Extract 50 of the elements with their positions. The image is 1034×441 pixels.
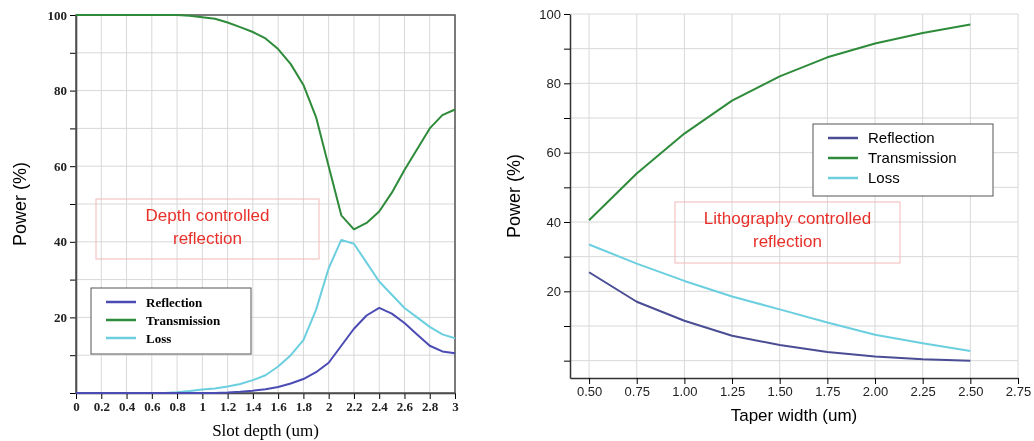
y-tick-label: 20 [54,310,67,326]
x-tick-label: 2.50 [958,384,984,400]
x-tick-label: 1.25 [719,384,746,400]
y-tick-label: 40 [546,214,561,230]
line-series [588,271,972,362]
line-series [75,14,456,231]
y-tick-label: 40 [54,234,67,250]
x-tick-label: 2.25 [910,384,936,400]
x-tick-label: 0.75 [624,384,650,400]
x-tick-label: 2.00 [862,384,889,400]
y-tick-label: 80 [546,75,561,91]
y-tick-label: 60 [546,145,561,161]
x-tick-label: 1.50 [767,384,793,400]
x-tick-label: 2.75 [1005,384,1032,400]
x-tick-label: 1.2 [219,399,237,415]
annotation: Depth controlled reflection [145,206,270,248]
x-tick-label: 2 [325,399,333,415]
x-tick-label: 2.4 [371,399,389,415]
x-tick-label: 1.6 [270,399,288,415]
y-axis-title: Power (%) [504,153,524,239]
x-tick-label: 2.8 [422,399,439,415]
x-tick-label: 2.2 [346,399,363,415]
x-tick-label: 0.2 [93,399,110,415]
x-tick-label: 0.6 [144,399,161,415]
legend-label: Reflection [146,295,204,310]
legend-label: Loss [868,169,900,186]
x-tick-label: 0.4 [118,399,136,415]
x-tick-label: 1.75 [815,384,841,400]
y-tick-label: 100 [47,7,67,23]
x-axis-title: Slot depth (um) [212,421,319,440]
y-axis-title: Power (%) [10,161,30,247]
y-tick-label: 20 [546,283,561,299]
x-tick-label: 0.50 [576,384,603,400]
legend-label: Loss [146,331,172,346]
legend-label: Transmission [146,313,221,328]
x-tick-label: 1 [199,399,207,415]
legend-label: Transmission [868,149,957,166]
x-tick-label: 1.4 [245,399,262,415]
x-axis-title: Taper width (um) [730,406,858,425]
y-tick-label: 80 [54,83,67,99]
x-tick-label: 0 [73,399,80,415]
annotation: Lithography controlled reflection [703,209,872,251]
y-tick-label: 100 [539,6,561,22]
x-tick-label: 0.8 [169,399,187,415]
legend-label: Reflection [868,129,935,146]
x-tick-label: 3 [452,399,460,415]
x-tick-label: 2.6 [396,399,414,415]
x-tick-label: 1.00 [672,384,698,400]
x-tick-label: 1.8 [295,399,313,415]
y-tick-label: 60 [54,158,67,174]
